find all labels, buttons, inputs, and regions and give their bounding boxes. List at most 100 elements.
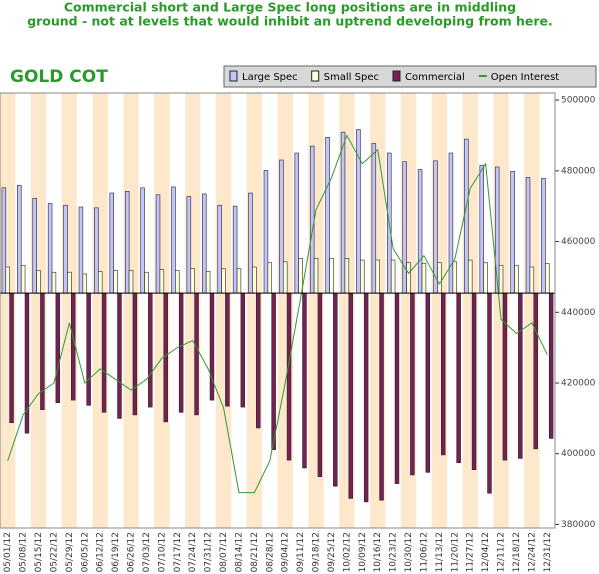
bar (63, 204, 68, 294)
x-tick-label: 07/24/12 (188, 532, 198, 572)
x-tick-label: 07/03/12 (142, 532, 152, 572)
annotation: ground - not at levels that would inhibi… (27, 14, 553, 29)
legend-swatch (392, 70, 401, 82)
bar (510, 171, 515, 294)
x-tick-label: 11/20/12 (450, 532, 460, 572)
x-tick-label: 07/17/12 (173, 532, 183, 572)
bar (148, 292, 153, 408)
legend-label: Open Interest (491, 72, 560, 83)
x-tick-label: 12/24/12 (527, 532, 537, 572)
y-tick-label: 480000 (561, 166, 596, 176)
bar (390, 259, 396, 294)
bar (117, 292, 122, 419)
bar (175, 270, 180, 294)
bar (5, 266, 10, 294)
bar (144, 271, 149, 294)
bar (394, 292, 400, 484)
bar (9, 292, 14, 424)
x-tick-label: 05/08/12 (19, 532, 29, 572)
bar (479, 164, 484, 294)
bar (363, 292, 369, 503)
bar (406, 262, 411, 294)
bar (248, 192, 253, 294)
bar (113, 270, 118, 294)
bar (437, 262, 442, 294)
bar (194, 292, 199, 416)
bar (1, 187, 7, 294)
y-tick-label: 420000 (561, 379, 596, 389)
bar (109, 192, 114, 294)
bar (348, 292, 353, 499)
bar (82, 273, 88, 294)
bar (67, 271, 72, 294)
x-tick-label: 06/12/12 (96, 532, 106, 572)
bar (410, 292, 415, 476)
bar (282, 261, 288, 294)
x-tick-label: 05/22/12 (49, 532, 59, 572)
bar (529, 266, 535, 294)
bar (494, 166, 500, 294)
x-tick-label: 05/29/12 (65, 532, 75, 572)
bar (128, 270, 134, 294)
bar (421, 263, 427, 294)
bar (186, 196, 192, 294)
bar (124, 191, 130, 294)
x-tick-label: 09/25/12 (327, 532, 337, 572)
bar (86, 292, 91, 406)
legend-label: Commercial (405, 72, 465, 83)
bar (294, 152, 299, 294)
bar (36, 270, 41, 294)
bar (452, 261, 458, 294)
bar (471, 292, 477, 471)
bar (20, 264, 26, 294)
bar (286, 292, 292, 461)
bar (17, 184, 22, 294)
bar (533, 292, 538, 450)
x-tick-label: 05/01/12 (3, 532, 13, 572)
bar (548, 292, 554, 439)
x-tick-label: 10/30/12 (404, 532, 414, 572)
x-tick-label: 11/27/12 (466, 532, 476, 572)
bar (525, 177, 531, 294)
bar (340, 131, 346, 294)
y-tick-label: 440000 (561, 308, 596, 318)
bar (360, 259, 365, 294)
bar (159, 269, 165, 294)
bar (425, 292, 431, 473)
bar (178, 292, 184, 413)
bar (371, 143, 377, 294)
legend-label: Large Spec (242, 72, 298, 83)
x-tick-label: 10/23/12 (389, 532, 399, 572)
bar (271, 292, 276, 451)
bar (205, 271, 211, 294)
bar (240, 292, 246, 408)
x-tick-label: 09/11/12 (296, 532, 306, 572)
x-tick-label: 06/26/12 (127, 532, 137, 572)
x-tick-label: 07/31/12 (204, 532, 214, 572)
x-tick-label: 12/11/12 (497, 532, 507, 572)
bar (209, 292, 215, 401)
x-tick-label: 12/18/12 (512, 532, 522, 572)
bar (190, 268, 195, 294)
bar (402, 161, 407, 294)
bar (236, 268, 242, 294)
bar (417, 169, 423, 294)
legend-label: Small Spec (324, 72, 379, 83)
bar (317, 292, 323, 477)
bar (267, 262, 273, 294)
bar (441, 292, 446, 456)
bar (171, 186, 176, 294)
bar (545, 263, 550, 294)
bar (51, 271, 57, 294)
x-tick-label: 10/02/12 (342, 532, 352, 572)
plot-border (0, 92, 556, 529)
bar (202, 193, 207, 294)
bar (163, 292, 168, 423)
x-tick-label: 12/04/12 (481, 532, 491, 572)
y-tick-label: 400000 (561, 449, 596, 459)
bar (225, 292, 230, 407)
band (61, 93, 78, 528)
x-tick-label: 09/18/12 (312, 532, 322, 572)
bar (448, 152, 454, 294)
bar (78, 206, 84, 294)
